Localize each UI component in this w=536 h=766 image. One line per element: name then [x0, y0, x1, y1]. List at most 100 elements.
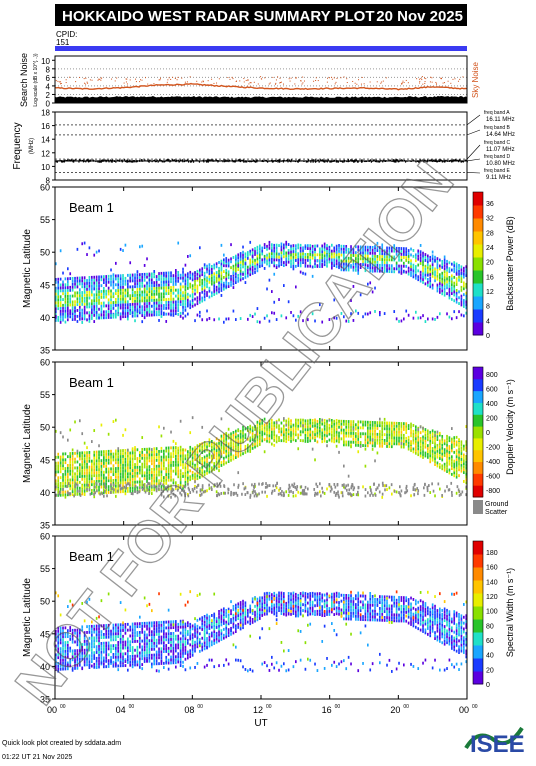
heatmap-cell — [62, 436, 64, 439]
heatmap-cell — [105, 281, 107, 284]
heatmap-cell — [309, 419, 311, 422]
heatmap-cell — [320, 495, 322, 498]
heatmap-cell — [151, 468, 153, 471]
sky-noise-point — [258, 83, 259, 84]
heatmap-cell — [429, 273, 431, 276]
heatmap-cell — [108, 307, 110, 310]
heatmap-cell — [420, 449, 422, 452]
heatmap-cell — [156, 287, 158, 290]
heatmap-cell — [333, 434, 335, 437]
heatmap-cell — [393, 431, 395, 434]
frequency-sample — [190, 161, 191, 162]
heatmap-cell — [72, 490, 74, 493]
heatmap-cell — [62, 473, 64, 476]
heatmap-cell — [146, 276, 148, 279]
heatmap-cell — [269, 264, 271, 267]
heatmap-cell — [336, 431, 338, 434]
heatmap-cell — [105, 284, 107, 287]
heatmap-cell — [132, 288, 134, 291]
heatmap-cell — [89, 475, 91, 478]
heatmap-cell — [343, 429, 345, 432]
heatmap-cell — [156, 471, 158, 474]
heatmap-cell — [307, 256, 309, 259]
heatmap-cell — [446, 286, 448, 289]
heatmap-cell — [81, 312, 83, 315]
heatmap-cell — [271, 258, 273, 261]
heatmap-cell — [365, 424, 367, 427]
heatmap-cell — [438, 483, 440, 486]
heatmap-cell — [149, 474, 151, 477]
heatmap-cell — [96, 287, 98, 290]
heatmap-cell — [305, 434, 307, 437]
heatmap-cell — [425, 282, 427, 285]
band-connector — [467, 172, 480, 173]
heatmap-cell — [444, 288, 446, 291]
heatmap-cell — [446, 455, 448, 458]
heatmap-cell — [420, 455, 422, 458]
heatmap-cell — [307, 265, 309, 268]
heatmap-cell — [103, 459, 105, 462]
heatmap-cell — [453, 282, 455, 285]
heatmap-cell — [84, 484, 86, 487]
heatmap-cell — [134, 309, 136, 312]
heatmap-cell — [182, 303, 184, 306]
heatmap-cell — [218, 290, 220, 293]
heatmap-cell — [451, 447, 453, 450]
heatmap-cell — [129, 478, 131, 481]
heatmap-cell — [117, 473, 119, 476]
heatmap-cell — [137, 472, 139, 475]
heatmap-cell — [285, 437, 287, 440]
heatmap-cell — [249, 241, 251, 244]
heatmap-cell — [103, 462, 105, 465]
heatmap-cell — [170, 292, 172, 295]
heatmap-cell — [379, 433, 381, 436]
heatmap-cell — [127, 312, 129, 315]
y-tick-label: 10 — [41, 163, 50, 172]
sky-noise-point — [213, 83, 214, 84]
heatmap-cell — [441, 263, 443, 266]
heatmap-cell — [461, 298, 463, 301]
heatmap-cell — [81, 493, 83, 496]
heatmap-cell — [441, 281, 443, 284]
heatmap-cell — [146, 449, 148, 452]
heatmap-cell — [96, 305, 98, 308]
heatmap-cell — [369, 441, 371, 444]
heatmap-cell — [314, 419, 316, 422]
heatmap-cell — [309, 259, 311, 262]
heatmap-cell — [79, 469, 81, 472]
heatmap-cell — [67, 267, 69, 270]
heatmap-cell — [189, 286, 191, 289]
heatmap-cell — [84, 469, 86, 472]
heatmap-cell — [79, 452, 81, 455]
heatmap-cell — [449, 279, 451, 282]
heatmap-cell — [456, 476, 458, 479]
heatmap-cell — [96, 279, 98, 282]
heatmap-cell — [158, 272, 160, 275]
heatmap-cell — [375, 488, 377, 491]
heatmap-cell — [60, 287, 62, 290]
sky-noise-point — [136, 81, 137, 82]
heatmap-cell — [281, 260, 283, 263]
heatmap-cell — [105, 293, 107, 296]
heatmap-cell — [86, 454, 88, 457]
heatmap-cell — [449, 445, 451, 448]
heatmap-cell — [105, 477, 107, 480]
heatmap-cell — [427, 318, 429, 321]
heatmap-cell — [108, 304, 110, 307]
heatmap-cell — [59, 493, 61, 496]
heatmap-cell — [199, 269, 201, 272]
heatmap-cell — [120, 280, 122, 283]
heatmap-cell — [84, 300, 86, 303]
heatmap-cell — [177, 447, 179, 450]
heatmap-cell — [81, 297, 83, 300]
heatmap-cell — [146, 311, 148, 314]
heatmap-cell — [278, 244, 280, 247]
heatmap-cell — [96, 471, 98, 474]
sky-noise-point — [304, 81, 305, 82]
heatmap-cell — [77, 478, 79, 481]
heatmap-cell — [290, 256, 292, 259]
heatmap-cell — [399, 485, 401, 488]
heatmap-cell — [297, 258, 299, 261]
heatmap-cell — [453, 466, 455, 469]
heatmap-cell — [79, 419, 81, 422]
